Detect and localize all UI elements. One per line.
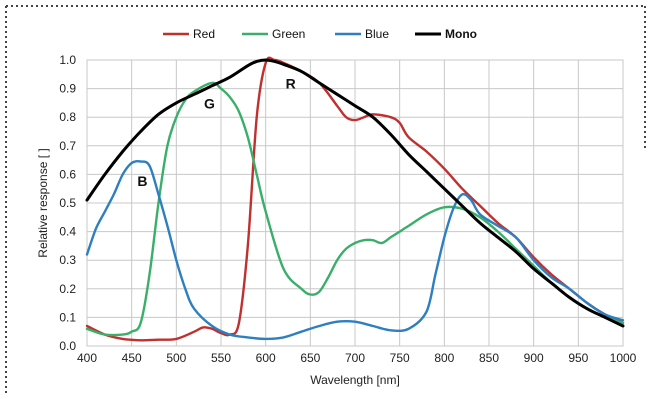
x-tick-label: 400 — [77, 351, 97, 365]
y-tick-labels: 0.0 0.1 0.2 0.3 0.4 0.5 0.6 0.7 0.8 0.9 1.0 — [59, 53, 76, 353]
series-lines — [85, 56, 625, 342]
series-line-mono — [85, 58, 625, 328]
x-tick-label: 950 — [568, 351, 588, 365]
y-tick-label: 0.5 — [59, 196, 76, 210]
x-tick-label: 900 — [524, 351, 544, 365]
legend-label-green: Green — [272, 27, 305, 41]
x-tick-label: 450 — [122, 351, 142, 365]
y-tick-label: 0.0 — [59, 339, 76, 353]
legend: Red Green Blue Mono — [163, 27, 477, 41]
y-tick-label: 1.0 — [59, 53, 76, 67]
curve-label-r: R — [286, 76, 296, 92]
y-axis-label: Relative response [ ] — [36, 148, 50, 257]
x-tick-label: 700 — [345, 351, 365, 365]
legend-label-red: Red — [193, 27, 215, 41]
y-tick-label: 0.7 — [59, 139, 76, 153]
y-tick-label: 0.8 — [59, 110, 76, 124]
x-tick-label: 550 — [211, 351, 231, 365]
series-line-blue — [85, 160, 625, 341]
y-tick-label: 0.1 — [59, 310, 76, 324]
x-tick-label: 750 — [390, 351, 410, 365]
x-tick-label: 600 — [256, 351, 276, 365]
curve-annotations: B G R — [137, 76, 295, 189]
y-tick-label: 0.4 — [59, 225, 76, 239]
x-tick-label: 800 — [434, 351, 454, 365]
x-tick-label: 650 — [300, 351, 320, 365]
legend-label-blue: Blue — [365, 27, 389, 41]
x-tick-label: 850 — [479, 351, 499, 365]
series-line-green — [85, 81, 625, 337]
curve-label-b: B — [137, 173, 147, 189]
x-tick-label: 500 — [166, 351, 186, 365]
y-tick-label: 0.3 — [59, 253, 76, 267]
y-tick-label: 0.2 — [59, 282, 76, 296]
x-tick-label: 1000 — [610, 351, 637, 365]
curve-label-g: G — [204, 96, 215, 112]
grid-lines — [86, 59, 624, 347]
y-tick-label: 0.9 — [59, 82, 76, 96]
x-axis-label: Wavelength [nm] — [310, 373, 400, 387]
y-tick-label: 0.6 — [59, 167, 76, 181]
x-tick-labels: 400 450 500 550 600 650 700 750 800 850 900 950 1000 — [77, 351, 637, 365]
legend-label-mono: Mono — [445, 27, 477, 41]
